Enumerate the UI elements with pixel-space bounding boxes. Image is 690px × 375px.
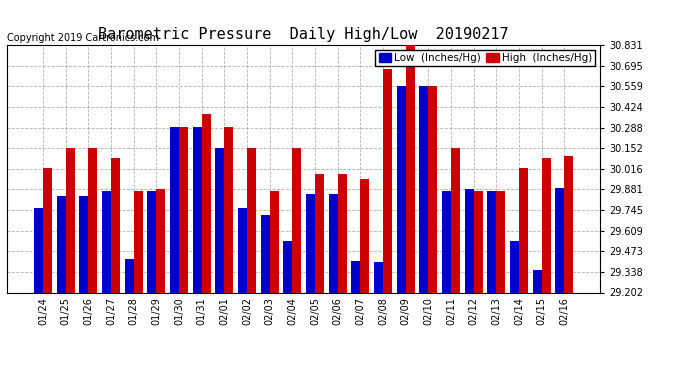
Bar — [270, 191, 279, 292]
Bar — [473, 191, 483, 292]
Bar — [79, 196, 88, 292]
Bar — [420, 86, 428, 292]
Bar — [374, 262, 383, 292]
Bar — [293, 148, 302, 292]
Bar — [147, 191, 156, 292]
Bar — [283, 241, 293, 292]
Bar — [542, 158, 551, 292]
Bar — [224, 127, 233, 292]
Bar — [201, 114, 210, 292]
Bar — [261, 215, 270, 292]
Bar — [519, 168, 528, 292]
Bar — [337, 174, 346, 292]
Bar — [383, 69, 392, 292]
Bar — [351, 261, 360, 292]
Bar — [442, 191, 451, 292]
Bar — [247, 148, 256, 292]
Bar — [564, 156, 573, 292]
Bar — [360, 179, 369, 292]
Bar — [328, 194, 337, 292]
Title: Barometric Pressure  Daily High/Low  20190217: Barometric Pressure Daily High/Low 20190… — [98, 27, 509, 42]
Bar — [238, 208, 247, 292]
Bar — [88, 148, 97, 292]
Bar — [464, 189, 473, 292]
Bar — [487, 191, 496, 292]
Bar — [43, 168, 52, 292]
Bar — [193, 127, 201, 292]
Bar — [156, 189, 166, 292]
Bar — [397, 86, 406, 292]
Bar — [170, 127, 179, 292]
Bar — [124, 260, 134, 292]
Bar — [57, 196, 66, 292]
Bar — [34, 208, 43, 292]
Bar — [555, 188, 564, 292]
Bar — [66, 148, 75, 292]
Legend: Low  (Inches/Hg), High  (Inches/Hg): Low (Inches/Hg), High (Inches/Hg) — [375, 50, 595, 66]
Bar — [533, 270, 542, 292]
Bar — [510, 241, 519, 292]
Text: Copyright 2019 Cartronics.com: Copyright 2019 Cartronics.com — [7, 33, 159, 42]
Bar — [179, 127, 188, 292]
Bar — [406, 45, 415, 292]
Bar — [134, 191, 143, 292]
Bar — [451, 148, 460, 292]
Bar — [306, 194, 315, 292]
Bar — [428, 86, 437, 292]
Bar — [111, 158, 120, 292]
Bar — [496, 191, 505, 292]
Bar — [315, 174, 324, 292]
Bar — [215, 148, 224, 292]
Bar — [102, 191, 111, 292]
